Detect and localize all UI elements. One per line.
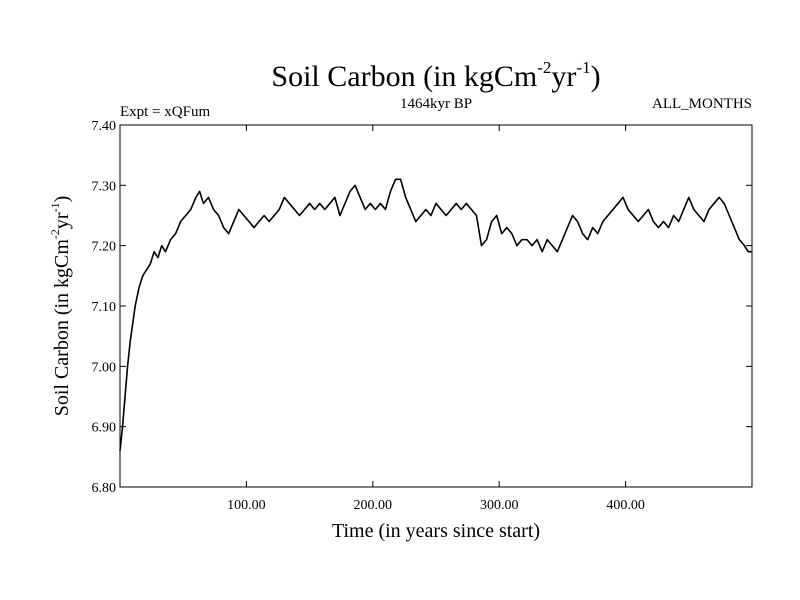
y-axis-label-end: ) — [51, 196, 73, 203]
x-tick-label: 400.00 — [606, 498, 645, 513]
x-axis-label: Time (in years since start) — [332, 520, 540, 542]
y-tick-label: 6.80 — [92, 481, 117, 496]
y-axis-label: Soil Carbon (in kgCm-2yr-1) — [48, 196, 73, 417]
chart-title: Soil Carbon (in kgCm-2yr-1) — [271, 58, 600, 93]
y-tick-label: 7.00 — [92, 360, 117, 375]
x-tick-label: 200.00 — [354, 498, 393, 513]
chart-title-sup1: -2 — [537, 58, 551, 77]
x-tick-label: 100.00 — [227, 498, 266, 513]
y-axis-label-sup1: -2 — [48, 229, 62, 239]
chart-title-end: ) — [591, 60, 601, 93]
x-axis: 100.00 200.00 300.00 400.00 — [227, 125, 645, 513]
y-tick-label: 7.20 — [92, 240, 117, 255]
chart-title-main: Soil Carbon (in kgCm — [271, 60, 537, 93]
y-tick-label: 7.10 — [92, 300, 117, 315]
y-tick-label: 6.90 — [92, 421, 117, 436]
y-axis-label-sup2: -1 — [48, 202, 62, 212]
y-axis-label-mid: yr — [51, 212, 73, 229]
y-axis: 6.80 6.90 7.00 7.10 7.20 7.30 7.40 — [92, 119, 752, 496]
y-tick-label: 7.40 — [92, 119, 117, 134]
y-tick-label: 7.30 — [92, 179, 117, 194]
plot-frame — [119, 124, 753, 488]
x-tick-label: 300.00 — [480, 498, 519, 513]
period-label: 1464kyr BP — [400, 96, 472, 112]
months-label: ALL_MONTHS — [652, 96, 752, 112]
series-group — [119, 178, 752, 451]
experiment-label: Expt = xQFum — [120, 104, 210, 120]
chart-title-mid: yr — [551, 60, 576, 93]
y-axis-label-main: Soil Carbon (in kgCm — [51, 239, 73, 417]
chart-title-sup2: -1 — [576, 58, 590, 77]
series-line — [119, 178, 752, 451]
